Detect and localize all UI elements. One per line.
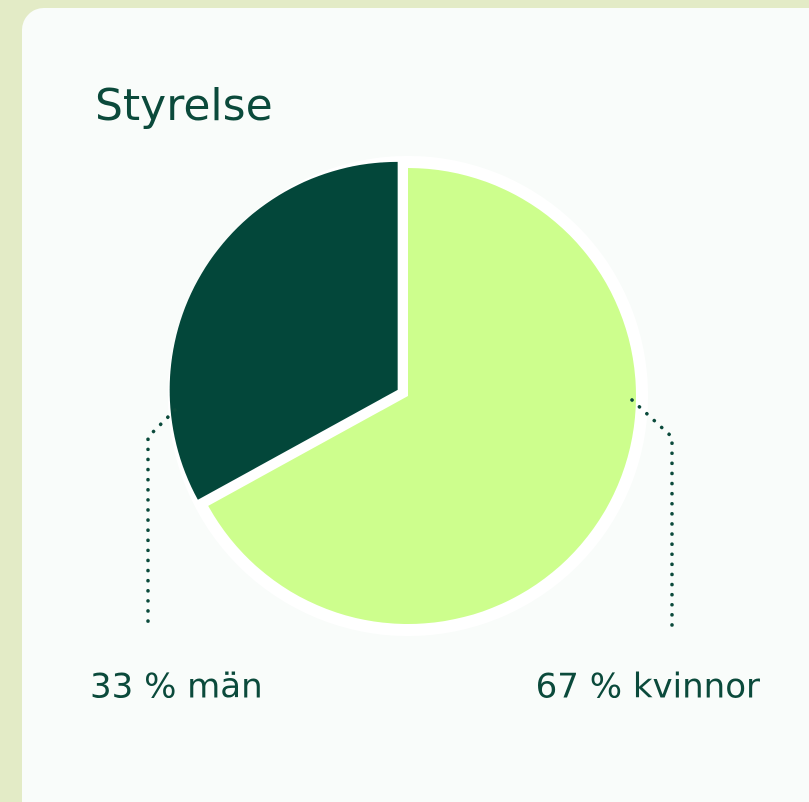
pie (169, 161, 637, 625)
leader-line (630, 398, 674, 632)
data-label: 33 % män (90, 667, 263, 707)
data-label: 67 % kvinnor (536, 667, 760, 707)
pie-slice (169, 161, 398, 500)
pie-slice (208, 168, 637, 625)
labels: 33 % män 67 % kvinnor (90, 667, 760, 707)
chart-title: Styrelse (95, 80, 273, 131)
